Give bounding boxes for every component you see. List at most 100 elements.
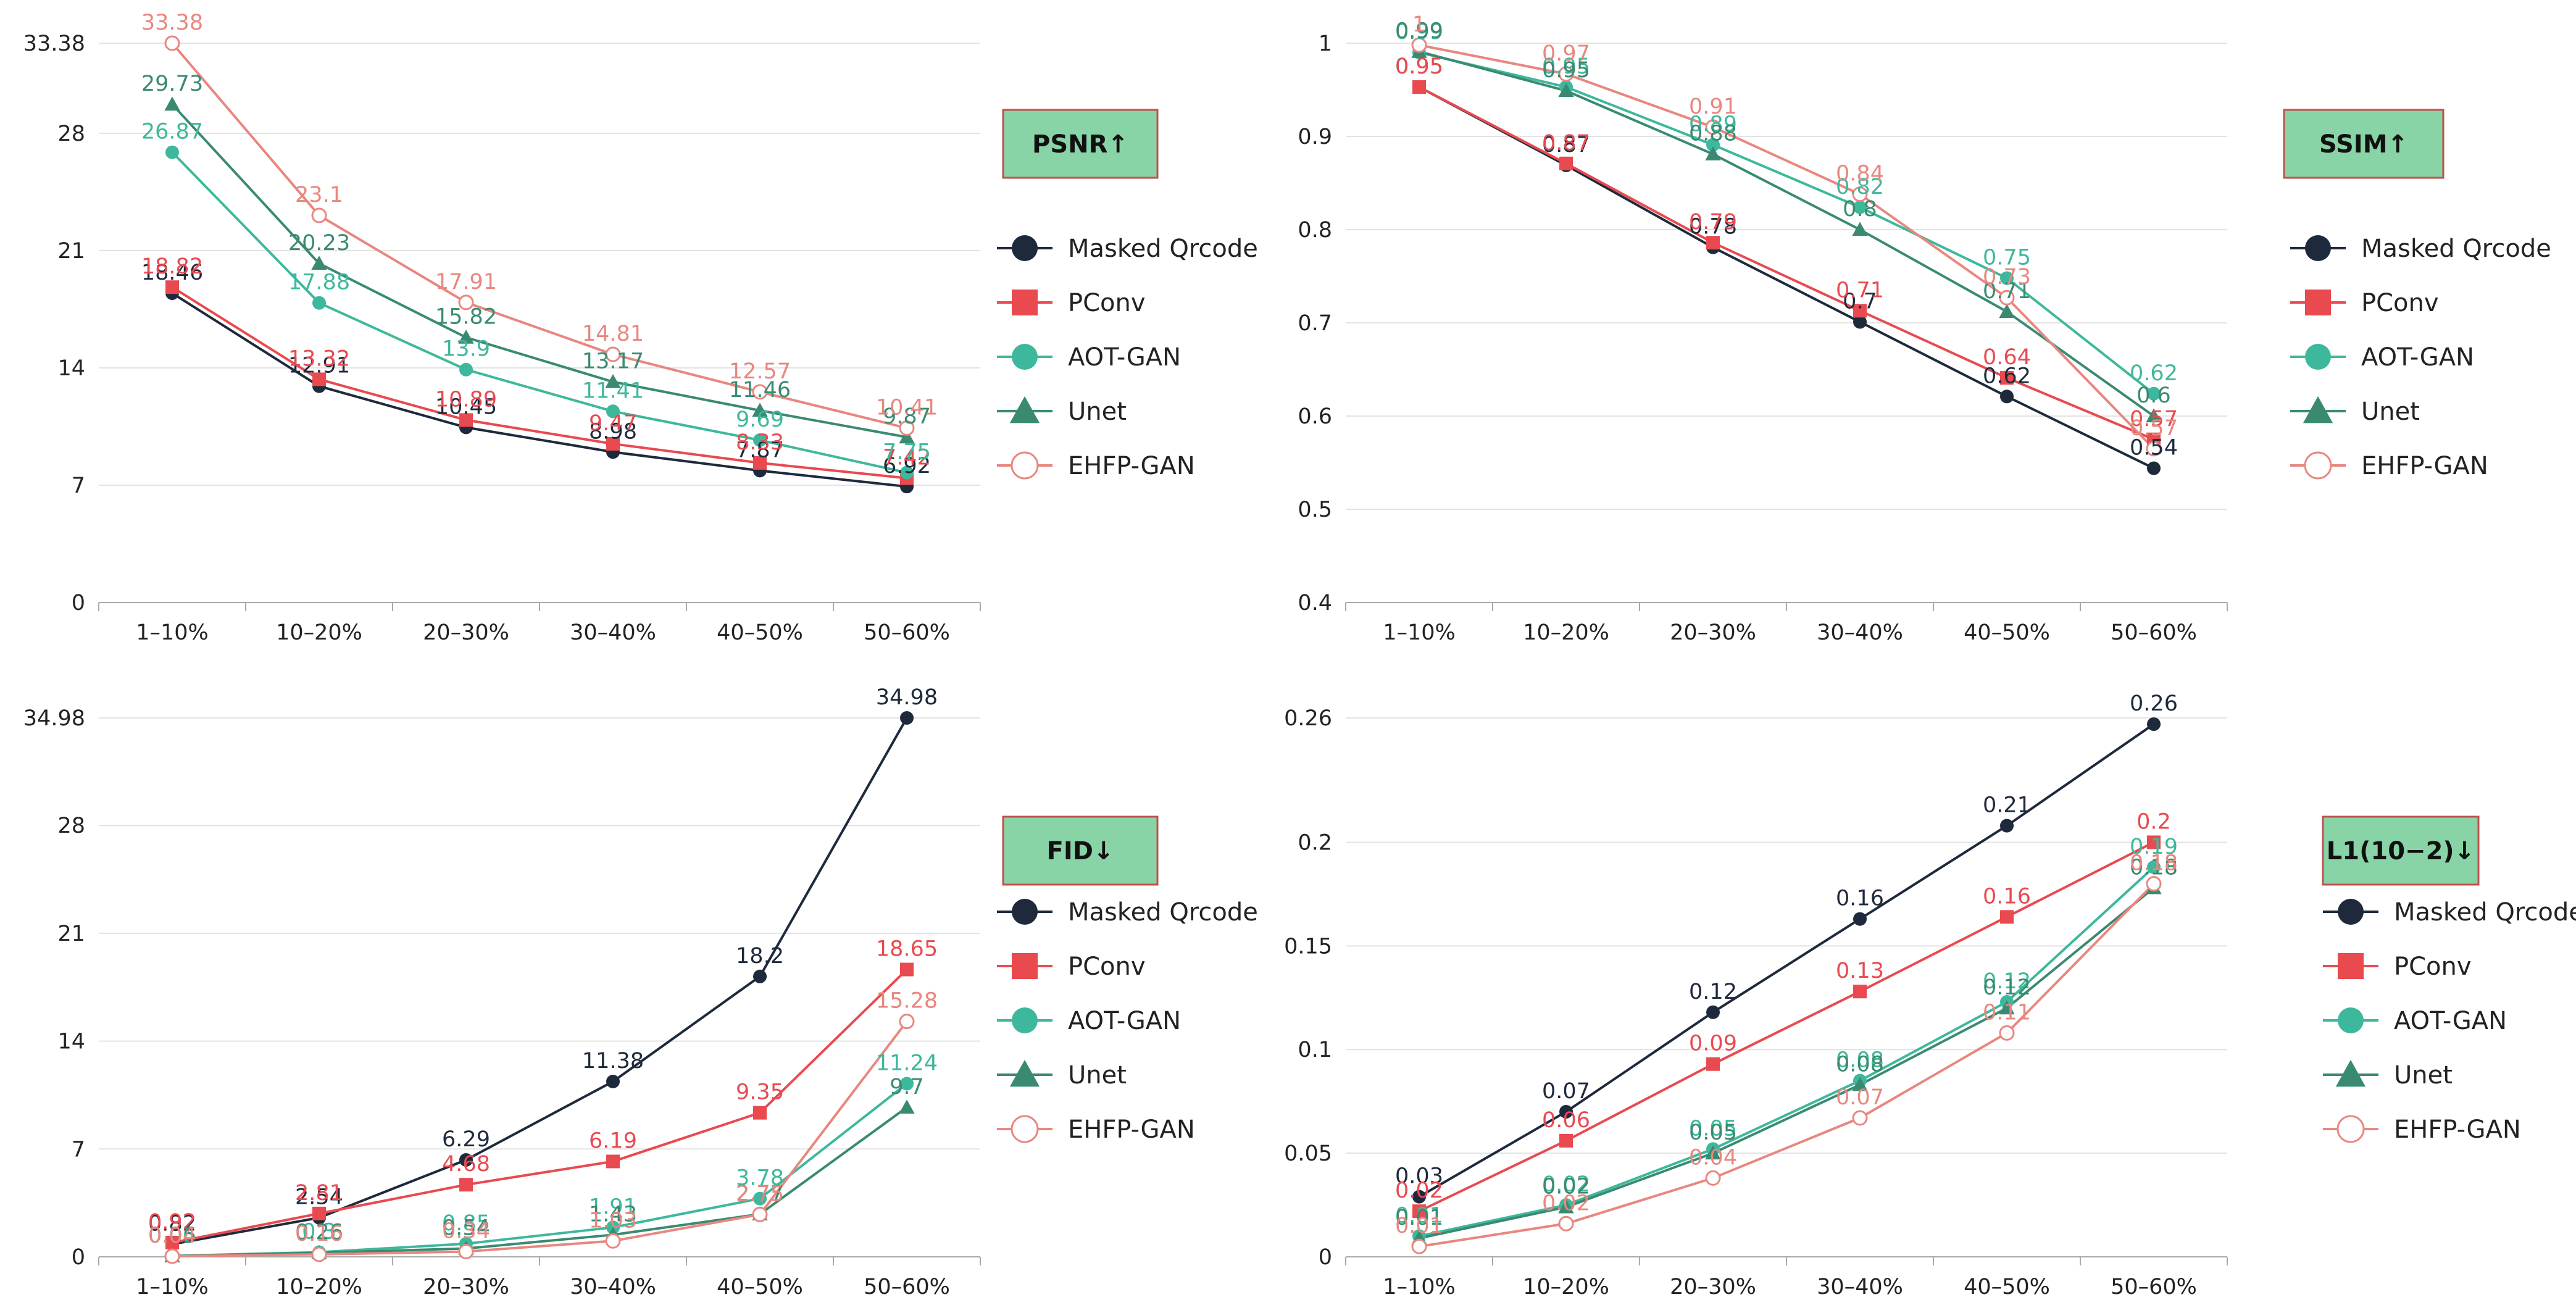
x-tick-label: 50–60% xyxy=(864,1275,950,1299)
legend-entry-aot-gan: AOT-GAN xyxy=(2323,1007,2507,1035)
data-point-unet xyxy=(164,96,180,111)
data-label-unet: 15.82 xyxy=(435,305,497,330)
data-label-ehfp-gan: 0.91 xyxy=(1689,94,1737,119)
series-line-ehfp-gan xyxy=(172,1020,908,1258)
data-label-unet: 0.12 xyxy=(1983,975,2031,1000)
data-label-masked-qrcode: 18.2 xyxy=(736,944,784,969)
data-label-masked-qrcode: 0.7 xyxy=(1843,289,1877,314)
data-label-unet: 11.46 xyxy=(729,378,791,402)
data-point-pconv xyxy=(2000,371,2014,385)
legend-marker xyxy=(2338,953,2364,979)
chart-title: SSIM↑ xyxy=(2319,130,2408,159)
data-label-pconv: 0.87 xyxy=(1542,131,1590,156)
data-point-unet xyxy=(752,402,768,417)
y-tick-label: 0.2 xyxy=(1298,830,1332,855)
data-label-ehfp-gan: 17.91 xyxy=(435,270,497,294)
chart-title: L1(10−2)↓ xyxy=(2327,837,2475,865)
data-label-ehfp-gan: 0.18 xyxy=(2130,851,2178,876)
legend-entry-pconv: PConv xyxy=(2323,952,2472,981)
data-label-unet: 0.71 xyxy=(1983,279,2031,304)
data-label-pconv: 10.89 xyxy=(435,387,497,412)
data-label-pconv: 0.64 xyxy=(1983,345,2031,370)
x-tick-label: 10–20% xyxy=(1523,1275,1609,1299)
y-tick-label: 0.05 xyxy=(1284,1141,1332,1166)
data-label-ehfp-gan: 12.57 xyxy=(729,359,791,384)
data-label-aot-gan: 0.12 xyxy=(1983,969,2031,994)
x-tick-label: 30–40% xyxy=(570,1275,656,1299)
data-label-unet: 0.95 xyxy=(1542,58,1590,83)
data-point-aot-gan xyxy=(900,1077,914,1091)
legend-entry-aot-gan: AOT-GAN xyxy=(997,1007,1181,1035)
x-tick-label: 1–10% xyxy=(1383,620,1456,645)
data-label-ehfp-gan: 0.16 xyxy=(295,1222,343,1246)
data-label-masked-qrcode: 10.45 xyxy=(435,394,497,419)
x-tick-label: 30–40% xyxy=(1817,620,1903,645)
data-label-pconv: 2.81 xyxy=(295,1181,343,1206)
data-point-aot-gan xyxy=(753,433,767,447)
data-point-ehfp-gan xyxy=(164,35,180,51)
data-label-aot-gan: 11.41 xyxy=(582,378,644,403)
legend-marker xyxy=(2338,1007,2364,1033)
data-point-aot-gan xyxy=(1853,200,1867,214)
legend-entry-pconv: PConv xyxy=(997,289,1146,317)
y-tick-label: 28 xyxy=(57,122,85,146)
data-point-masked-qrcode xyxy=(2147,461,2161,475)
data-point-aot-gan xyxy=(1706,138,1720,152)
series-line-unet xyxy=(172,1106,908,1257)
legend-marker xyxy=(1012,344,1038,370)
data-label-ehfp-gan: 23.1 xyxy=(295,183,343,207)
data-point-unet xyxy=(1558,83,1574,98)
data-label-ehfp-gan: 14.81 xyxy=(582,322,644,346)
chart-title-badge xyxy=(1002,815,1159,886)
data-label-pconv: 9.35 xyxy=(736,1080,784,1105)
data-point-ehfp-gan xyxy=(1999,290,2015,306)
data-label-aot-gan: 9.69 xyxy=(736,407,784,432)
x-tick-label: 20–30% xyxy=(1670,620,1756,645)
series-line-pconv xyxy=(1419,86,2154,441)
data-point-unet xyxy=(899,429,915,444)
legend-marker xyxy=(1012,953,1038,979)
data-point-ehfp-gan xyxy=(1705,1170,1721,1186)
data-point-aot-gan xyxy=(459,362,473,377)
data-point-ehfp-gan xyxy=(752,1206,768,1222)
x-tick-label: 40–50% xyxy=(1964,620,2050,645)
data-label-aot-gan: 0.82 xyxy=(1836,175,1884,199)
legend-entry-masked-qrcode: Masked Qrcode xyxy=(997,898,1258,927)
data-point-ehfp-gan xyxy=(605,346,621,362)
data-label-unet: 0.01 xyxy=(1395,1206,1443,1230)
chart-l1: 0 0.05 0.1 0.15 0.2 0.26 1–10% 10–20% 20–30% 30–4… xyxy=(1284,691,2576,1299)
legend-marker xyxy=(2305,290,2331,315)
data-label-masked-qrcode: 7.87 xyxy=(736,438,784,462)
legend-entry-unet: Unet xyxy=(2323,1059,2453,1090)
x-tick-label: 40–50% xyxy=(1964,1275,2050,1299)
data-label-aot-gan: 0.99 xyxy=(1395,20,1443,44)
x-tick-label: 40–50% xyxy=(717,620,803,645)
data-point-pconv xyxy=(900,962,914,977)
y-tick-label: 33.38 xyxy=(23,31,85,56)
data-point-pconv xyxy=(459,413,473,427)
data-point-aot-gan xyxy=(900,465,914,480)
y-tick-label: 7 xyxy=(72,473,85,498)
data-label-unet: 13.17 xyxy=(582,349,644,374)
legend-marker xyxy=(1011,451,1039,480)
data-label-pconv: 4.68 xyxy=(442,1152,490,1177)
data-label-unet: 0.05 xyxy=(148,1223,196,1248)
data-label-pconv: 7.42 xyxy=(883,446,931,470)
data-label-masked-qrcode: 8.98 xyxy=(589,419,637,444)
data-point-ehfp-gan xyxy=(1411,1238,1427,1254)
legend-label: AOT-GAN xyxy=(1068,343,1181,372)
data-point-masked-qrcode xyxy=(900,711,914,725)
data-label-pconv: 0.92 xyxy=(148,1210,196,1235)
data-label-masked-qrcode: 0.54 xyxy=(2130,436,2178,461)
legend-entry-ehfp-gan: EHFP-GAN xyxy=(2323,1115,2521,1144)
data-label-ehfp-gan: 0.73 xyxy=(1983,265,2031,290)
data-label-pconv: 0.2 xyxy=(2136,809,2171,834)
x-tick-label: 50–60% xyxy=(864,620,950,645)
chart-title-badge xyxy=(1002,109,1159,179)
legend-entry-masked-qrcode: Masked Qrcode xyxy=(2323,898,2576,927)
legend-marker xyxy=(1012,899,1038,925)
series-line-aot-gan xyxy=(1419,51,2155,395)
legend-label: Unet xyxy=(1068,398,1127,426)
data-point-aot-gan xyxy=(753,1191,767,1206)
